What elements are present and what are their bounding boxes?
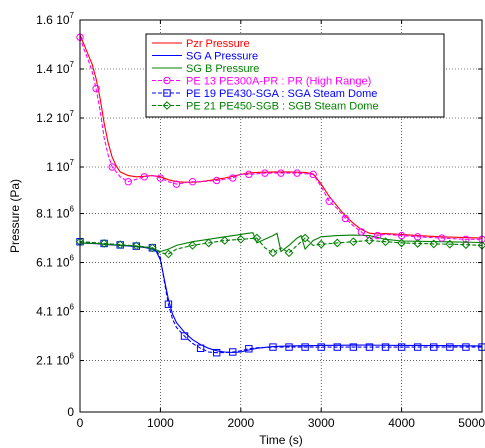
series-marker-diamond <box>220 236 230 245</box>
series-marker-diamond <box>365 236 374 245</box>
legend-box <box>145 33 445 118</box>
legend-entry: PE 21 PE450-SGB : SGB Steam Dome <box>186 101 379 113</box>
series-marker-diamond <box>115 240 125 250</box>
series-marker-diamond <box>204 238 214 248</box>
series-marker-square <box>397 343 406 351</box>
series-marker-diamond <box>147 243 157 253</box>
x-tick-label: 4000 <box>388 416 415 430</box>
series-marker-square <box>229 348 237 356</box>
series-marker-circle <box>341 214 350 223</box>
series-marker-circle <box>462 235 470 243</box>
series-marker-diamond <box>252 233 262 243</box>
series-marker-circle <box>140 173 149 181</box>
series-marker-square <box>333 343 341 351</box>
series-marker-square <box>269 343 277 351</box>
series-marker-circle <box>373 231 382 240</box>
series-marker-circle <box>245 170 253 179</box>
y-tick-label: 1.6 107 <box>36 11 74 27</box>
x-tick-label: 0 <box>77 416 84 430</box>
series-marker-circle <box>357 228 366 236</box>
series-marker-circle <box>108 163 116 171</box>
series-line <box>79 241 482 354</box>
series-marker-square <box>196 344 205 353</box>
x-axis-ticks: 0 1000 2000 3000 4000 5000 <box>77 20 485 430</box>
plot-frame <box>79 19 483 413</box>
y-axis-ticks: 0 2.1 106 4.1 106 6.1 106 8.1 106 1 107 1.2 10… <box>36 11 482 419</box>
legend-entry: SG A Pressure <box>186 51 258 63</box>
series-marker-circle <box>172 180 181 188</box>
y-tick-label: 1.4 107 <box>36 60 74 76</box>
series-marker-square <box>317 343 325 351</box>
series-marker-square <box>180 332 189 340</box>
series-marker-circle <box>438 234 446 242</box>
series-marker-diamond <box>397 238 407 248</box>
plot-area <box>75 33 485 357</box>
y-tick-label: 2.1 106 <box>36 352 74 368</box>
series-marker-square <box>245 345 253 353</box>
series-marker-square <box>430 343 438 351</box>
series-marker-circle <box>325 197 333 206</box>
series-marker-circle <box>124 178 132 186</box>
legend-entry: PE 19 PE430-SGA : SGA Steam Dome <box>186 88 377 100</box>
x-tick-label: 3000 <box>308 416 335 430</box>
series-marker-circle <box>293 169 301 177</box>
series-marker-circle <box>309 170 317 179</box>
y-tick-label: 1.2 107 <box>36 109 74 125</box>
series-marker-circle <box>229 174 237 182</box>
series-marker-circle <box>156 174 165 182</box>
series-marker-diamond <box>284 248 294 258</box>
y-tick-label: 1 107 <box>46 158 74 174</box>
series-marker-diamond <box>99 239 109 248</box>
series-marker-diamond <box>348 237 358 247</box>
series-marker-square <box>413 343 422 351</box>
series-marker-circle <box>92 84 100 93</box>
series-marker-diamond <box>381 237 390 247</box>
legend-entry: SG B Pressure <box>186 63 259 75</box>
series-marker-square <box>365 343 374 351</box>
series-marker-square <box>301 343 309 351</box>
series-marker-diamond <box>162 101 172 110</box>
y-tick-label: 0 <box>67 405 74 419</box>
legend-entry: PE 13 PE300A-PR : PR (High Range) <box>186 76 371 88</box>
x-tick-label: 5000 <box>458 416 485 430</box>
series-marker-circle <box>163 76 171 85</box>
series-marker-square <box>446 343 454 351</box>
series-marker-diamond <box>413 239 423 248</box>
y-tick-label: 4.1 106 <box>36 303 74 319</box>
series-marker-diamond <box>131 241 141 251</box>
y-tick-label: 6.1 106 <box>36 254 74 270</box>
series-marker-diamond <box>300 233 310 243</box>
series-marker-diamond <box>332 238 342 248</box>
series-marker-circle <box>261 169 269 177</box>
series-marker-circle <box>212 176 221 185</box>
series-marker-circle <box>188 178 197 186</box>
series-marker-square <box>212 349 221 357</box>
series-marker-diamond <box>316 239 326 249</box>
series-marker-square <box>285 343 293 351</box>
series-marker-diamond <box>461 240 471 250</box>
series-marker-square <box>164 300 173 308</box>
series-marker-square <box>462 343 470 351</box>
series-line <box>79 237 483 255</box>
series-1 <box>79 34 483 239</box>
series-marker-diamond <box>268 248 278 258</box>
series-marker-square <box>381 343 390 351</box>
series-marker-square <box>163 89 171 97</box>
series-marker-diamond <box>188 240 197 250</box>
series-marker-circle <box>277 169 285 177</box>
series-marker-diamond <box>445 239 455 249</box>
series-marker-diamond <box>236 234 246 244</box>
x-tick-label: 2000 <box>227 416 254 430</box>
series-marker-diamond <box>164 249 173 259</box>
y-axis-label: Pressure (Pa) <box>8 179 22 253</box>
series-marker-square <box>349 343 358 351</box>
series-marker-diamond <box>429 239 439 249</box>
legend-entry: Pzr Pressure <box>186 38 250 50</box>
y-tick-label: 8.1 106 <box>36 205 74 221</box>
x-axis-label: Time (s) <box>259 433 303 447</box>
series-line <box>79 34 483 239</box>
x-tick-label: 1000 <box>147 416 174 430</box>
